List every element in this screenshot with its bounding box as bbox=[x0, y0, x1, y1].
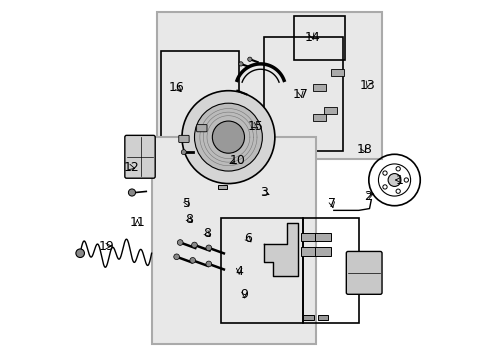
Text: 8: 8 bbox=[185, 213, 193, 226]
Text: 15: 15 bbox=[247, 120, 263, 133]
Text: 18: 18 bbox=[355, 143, 371, 156]
Text: 5: 5 bbox=[183, 197, 191, 210]
Circle shape bbox=[76, 249, 84, 257]
Bar bbox=[217, 185, 226, 189]
Circle shape bbox=[395, 167, 400, 171]
Text: 16: 16 bbox=[168, 81, 184, 94]
Text: 2: 2 bbox=[363, 190, 371, 203]
Bar bbox=[315, 233, 330, 242]
Text: 7: 7 bbox=[327, 197, 335, 210]
Text: 13: 13 bbox=[359, 79, 375, 92]
Circle shape bbox=[238, 62, 243, 66]
Text: 10: 10 bbox=[229, 154, 245, 167]
FancyBboxPatch shape bbox=[179, 135, 189, 143]
Text: 4: 4 bbox=[235, 265, 243, 278]
Circle shape bbox=[387, 174, 400, 186]
Text: 1: 1 bbox=[395, 174, 403, 186]
Bar bbox=[151, 137, 315, 344]
Circle shape bbox=[177, 240, 183, 246]
Text: 9: 9 bbox=[240, 288, 248, 301]
Circle shape bbox=[189, 257, 195, 263]
Bar bbox=[303, 217, 358, 323]
Circle shape bbox=[173, 254, 179, 260]
Text: 3: 3 bbox=[260, 186, 267, 199]
Bar bbox=[312, 114, 325, 121]
Circle shape bbox=[247, 57, 251, 62]
Text: 8: 8 bbox=[203, 227, 210, 240]
Bar bbox=[161, 51, 239, 144]
Bar bbox=[330, 69, 343, 76]
Circle shape bbox=[382, 171, 386, 175]
Circle shape bbox=[404, 178, 407, 182]
Circle shape bbox=[191, 242, 197, 248]
Bar bbox=[300, 233, 316, 242]
FancyBboxPatch shape bbox=[346, 251, 381, 294]
Circle shape bbox=[194, 103, 262, 171]
FancyBboxPatch shape bbox=[124, 135, 155, 178]
Circle shape bbox=[212, 121, 244, 153]
Text: 19: 19 bbox=[99, 240, 115, 253]
Bar bbox=[303, 315, 313, 320]
Circle shape bbox=[395, 189, 400, 193]
Bar bbox=[315, 247, 330, 256]
Circle shape bbox=[205, 261, 211, 267]
Circle shape bbox=[205, 245, 211, 251]
Circle shape bbox=[382, 185, 386, 189]
Circle shape bbox=[181, 150, 186, 155]
Text: 17: 17 bbox=[292, 88, 308, 101]
Bar bbox=[312, 84, 325, 91]
Circle shape bbox=[128, 189, 135, 196]
Text: 14: 14 bbox=[304, 31, 320, 44]
Text: 6: 6 bbox=[244, 233, 251, 246]
FancyBboxPatch shape bbox=[196, 125, 206, 132]
Text: 11: 11 bbox=[129, 216, 145, 229]
Polygon shape bbox=[264, 223, 298, 276]
Bar bbox=[300, 247, 316, 256]
Circle shape bbox=[182, 91, 274, 184]
Bar bbox=[157, 12, 381, 158]
Bar bbox=[323, 107, 336, 114]
Bar bbox=[317, 315, 328, 320]
Bar bbox=[293, 16, 344, 60]
Text: 12: 12 bbox=[123, 161, 139, 174]
Bar bbox=[264, 37, 342, 152]
Bar bbox=[221, 217, 303, 323]
